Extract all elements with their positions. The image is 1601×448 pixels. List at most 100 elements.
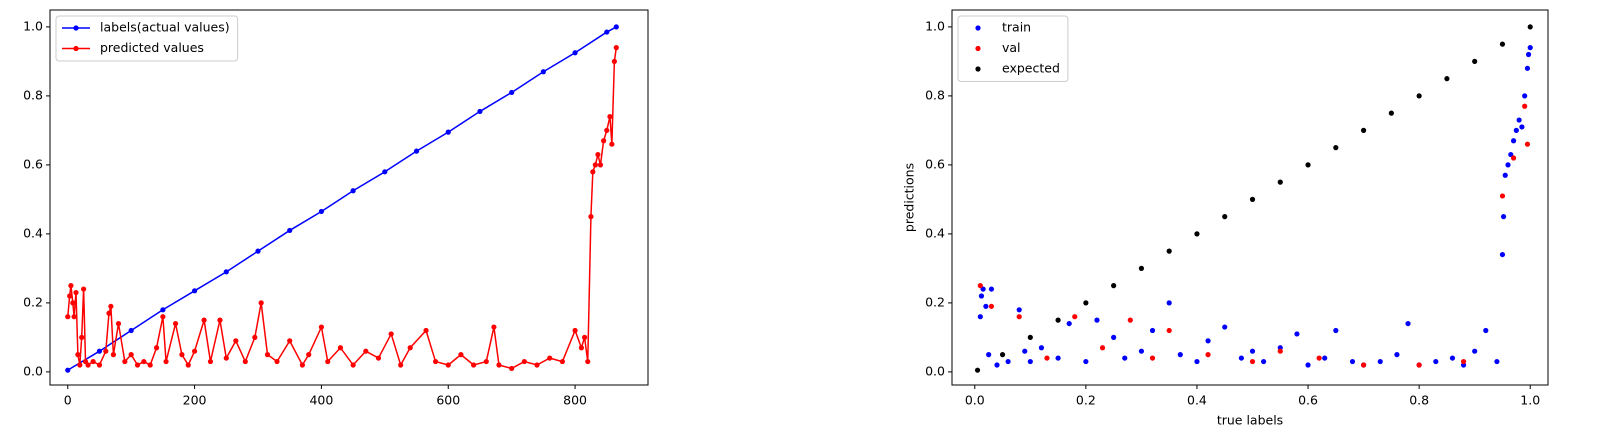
line-marker bbox=[604, 127, 610, 134]
line-marker bbox=[79, 334, 85, 340]
scatter-point bbox=[1360, 127, 1367, 134]
scatter-point bbox=[1027, 358, 1033, 365]
y-tick-label: 1.0 bbox=[925, 18, 945, 33]
scatter-point bbox=[1166, 248, 1172, 254]
scatter-point bbox=[1522, 103, 1528, 109]
scatter-point bbox=[977, 283, 983, 289]
line-marker bbox=[375, 355, 382, 361]
x-tick-label: 400 bbox=[309, 393, 333, 408]
line-marker bbox=[445, 362, 451, 368]
y-tick-label: 0.0 bbox=[925, 363, 945, 378]
line-marker bbox=[75, 352, 81, 358]
scatter-point bbox=[1016, 307, 1022, 313]
legend-label: labels(actual values) bbox=[100, 20, 230, 35]
scatter-point bbox=[1205, 352, 1211, 358]
line-marker bbox=[581, 334, 588, 340]
line-marker bbox=[597, 162, 604, 168]
legend-label: val bbox=[1002, 40, 1021, 55]
line-marker bbox=[407, 345, 413, 351]
scatter-point bbox=[977, 314, 983, 320]
line-marker bbox=[81, 286, 87, 292]
scatter-point bbox=[1138, 348, 1145, 354]
scatter-point bbox=[1111, 283, 1117, 289]
legend-frame bbox=[55, 15, 239, 62]
line-marker bbox=[609, 141, 615, 147]
plot-area bbox=[65, 24, 619, 373]
scatter-point bbox=[1111, 334, 1117, 340]
line-marker bbox=[65, 367, 71, 373]
line-marker bbox=[201, 317, 207, 323]
scatter-point bbox=[1038, 345, 1045, 351]
line-marker bbox=[483, 358, 489, 365]
scatter-point bbox=[1222, 214, 1228, 220]
scatter-point bbox=[1083, 358, 1089, 365]
scatter-point bbox=[1177, 352, 1183, 358]
line-marker bbox=[592, 162, 598, 168]
line-marker bbox=[70, 300, 76, 306]
line-marker bbox=[274, 358, 280, 365]
legend-marker bbox=[975, 25, 981, 31]
y-tick-label: 0.2 bbox=[23, 294, 43, 309]
scatter-point bbox=[983, 303, 989, 309]
scatter-point bbox=[1066, 320, 1072, 327]
line-marker bbox=[382, 169, 388, 175]
line-marker bbox=[103, 348, 109, 354]
scatter-point bbox=[1394, 352, 1400, 358]
scatter-point bbox=[1072, 314, 1078, 320]
scatter-point bbox=[1349, 358, 1356, 365]
legend-label: predicted values bbox=[100, 40, 204, 55]
line-marker bbox=[233, 338, 239, 344]
line-marker bbox=[585, 358, 591, 365]
legend-marker bbox=[73, 45, 79, 52]
line-marker bbox=[477, 108, 483, 115]
line-marker bbox=[223, 269, 229, 275]
line-marker bbox=[306, 352, 312, 358]
line-marker bbox=[388, 331, 394, 337]
scatter-point bbox=[1083, 300, 1089, 306]
line-marker bbox=[264, 352, 271, 358]
x-tick-label: 0.8 bbox=[1409, 393, 1429, 408]
scatter-point bbox=[1416, 362, 1422, 368]
x-tick-label: 1.0 bbox=[1520, 393, 1540, 408]
scatter-point bbox=[1524, 141, 1531, 147]
scatter-point bbox=[1249, 358, 1256, 365]
line-marker bbox=[160, 307, 166, 313]
scatter-point bbox=[1502, 172, 1508, 178]
scatter-point bbox=[1238, 355, 1244, 361]
line-marker bbox=[255, 248, 261, 254]
scatter-point bbox=[980, 286, 986, 292]
line-marker bbox=[258, 300, 264, 306]
line-marker bbox=[172, 320, 179, 327]
line-marker bbox=[491, 324, 497, 330]
line-marker bbox=[287, 227, 293, 234]
scatter-point bbox=[1055, 317, 1061, 323]
scatter-point bbox=[1483, 327, 1489, 334]
line-marker bbox=[350, 188, 356, 194]
scatter-point bbox=[1127, 317, 1133, 323]
line-marker bbox=[185, 362, 191, 368]
scatter-point bbox=[1510, 138, 1517, 144]
scatter-point bbox=[1433, 358, 1439, 365]
scatter-point bbox=[1205, 338, 1211, 344]
scatter-point bbox=[1249, 348, 1256, 354]
scatter-point bbox=[1416, 93, 1422, 99]
line-marker bbox=[607, 114, 613, 120]
y-tick-label: 0.4 bbox=[925, 225, 945, 240]
line-marker bbox=[613, 45, 619, 51]
line-marker bbox=[163, 358, 169, 365]
line-marker bbox=[191, 288, 198, 294]
axes-frame bbox=[951, 9, 1549, 386]
scatter-point bbox=[1449, 355, 1456, 361]
scatter-point bbox=[1149, 327, 1156, 334]
scatter-point bbox=[1460, 358, 1467, 365]
scatter-point bbox=[1305, 362, 1311, 368]
scatter-point bbox=[1388, 110, 1394, 116]
line-marker bbox=[547, 355, 553, 361]
scatter-point bbox=[974, 367, 981, 373]
scatter-point bbox=[1510, 155, 1517, 161]
scatter-point bbox=[988, 303, 995, 309]
line-marker bbox=[207, 358, 214, 365]
scatter-point bbox=[1222, 324, 1228, 330]
